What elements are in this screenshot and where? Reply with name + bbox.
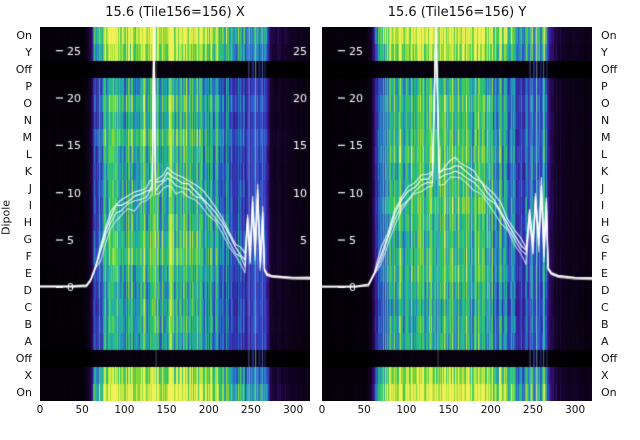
x-ticks-y: 0 50 100 150 200 250 300: [318, 404, 592, 418]
x-tick-label: 250: [522, 404, 543, 416]
row-label-on: On: [16, 29, 32, 42]
x-tick-label: 200: [198, 404, 219, 416]
row-labels-right: On Y Off P O N M L K J I H G F E D C B A Off X On: [601, 27, 637, 401]
row-label-f: F: [601, 250, 608, 263]
row-label-p: P: [601, 80, 608, 93]
row-label-o: O: [23, 97, 32, 110]
plot-title-y: 15.6 (Tile156=156) Y: [387, 5, 527, 20]
row-label-p: P: [25, 80, 32, 93]
row-label-j: J: [601, 182, 605, 195]
row-label-d: D: [601, 284, 610, 297]
x-tick-label: 150: [438, 404, 459, 416]
row-label-on: On: [601, 386, 617, 399]
x-tick-label: 0: [36, 404, 44, 416]
row-label-x: X: [601, 369, 609, 382]
row-label-k: K: [24, 165, 32, 178]
heatmap-panel-x: [40, 27, 310, 401]
row-label-g: G: [601, 233, 610, 246]
heatmap-panel-y: [322, 27, 592, 401]
row-label-m: M: [601, 131, 611, 144]
x-tick-label: 150: [156, 404, 177, 416]
x-tick-label: 200: [480, 404, 501, 416]
row-label-x: X: [24, 369, 32, 382]
row-label-c: C: [24, 301, 32, 314]
row-label-g: G: [23, 233, 32, 246]
row-label-j: J: [28, 182, 32, 195]
row-label-b: B: [24, 318, 32, 331]
row-label-k: K: [601, 165, 609, 178]
x-tick-label: 100: [114, 404, 135, 416]
plot-title-x: 15.6 (Tile156=156) X: [105, 5, 245, 20]
x-tick-label: 100: [396, 404, 417, 416]
x-tick-label: 300: [565, 404, 586, 416]
x-tick-label: 0: [318, 404, 326, 416]
row-label-y: Y: [25, 46, 32, 59]
x-tick-label: 50: [75, 404, 89, 416]
row-label-h: H: [23, 216, 32, 229]
x-tick-label: 250: [240, 404, 261, 416]
row-label-off: Off: [15, 352, 32, 365]
row-label-n: N: [23, 114, 32, 127]
row-label-f: F: [25, 250, 32, 263]
row-label-y: Y: [601, 46, 608, 59]
row-label-a: A: [601, 335, 609, 348]
row-label-l: L: [601, 148, 608, 161]
row-label-on: On: [16, 386, 32, 399]
row-label-b: B: [601, 318, 609, 331]
row-label-m: M: [22, 131, 33, 144]
row-label-off: Off: [601, 352, 618, 365]
row-label-i: I: [28, 199, 32, 212]
row-label-l: L: [25, 148, 32, 161]
row-label-c: C: [601, 301, 609, 314]
row-label-e: E: [601, 267, 608, 280]
row-label-on: On: [601, 29, 617, 42]
row-label-a: A: [24, 335, 32, 348]
row-label-off: Off: [601, 63, 618, 76]
row-label-e: E: [25, 267, 32, 280]
row-label-d: D: [23, 284, 32, 297]
row-labels-left: On Y Off P O N M L K J I H G F E D C B A Off X On: [6, 27, 32, 401]
row-label-o: O: [601, 97, 610, 110]
row-label-h: H: [601, 216, 610, 229]
x-tick-label: 50: [357, 404, 371, 416]
row-label-i: I: [601, 199, 605, 212]
x-ticks-x: 0 50 100 150 200 250 300: [36, 404, 310, 418]
x-tick-label: 300: [283, 404, 304, 416]
row-label-n: N: [601, 114, 610, 127]
row-label-off: Off: [15, 63, 32, 76]
